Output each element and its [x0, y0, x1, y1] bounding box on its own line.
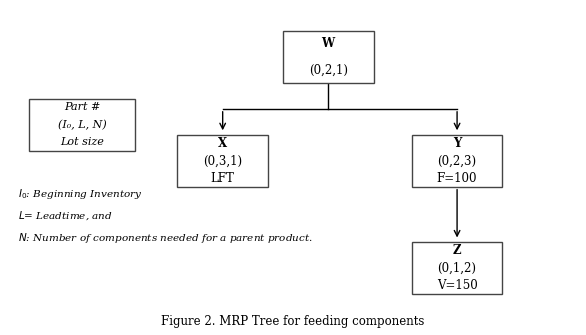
FancyBboxPatch shape: [283, 31, 374, 83]
Text: W: W: [322, 38, 335, 51]
Text: Figure 2. MRP Tree for feeding components: Figure 2. MRP Tree for feeding component…: [161, 315, 425, 328]
Text: $I_0$: Beginning Inventory: $I_0$: Beginning Inventory: [18, 187, 142, 201]
Text: (0,1,2): (0,1,2): [438, 262, 476, 274]
FancyBboxPatch shape: [411, 242, 503, 294]
FancyBboxPatch shape: [29, 99, 135, 151]
Text: Part #: Part #: [64, 103, 100, 113]
Text: $N$: Number of components needed for a parent product.: $N$: Number of components needed for a p…: [18, 231, 312, 245]
Text: V=150: V=150: [437, 279, 478, 292]
FancyBboxPatch shape: [177, 135, 268, 187]
Text: Lot size: Lot size: [60, 137, 104, 147]
Text: F=100: F=100: [437, 172, 478, 185]
Text: (0,2,3): (0,2,3): [438, 154, 476, 167]
Text: (0,3,1): (0,3,1): [203, 154, 242, 167]
Text: LFT: LFT: [211, 172, 234, 185]
Text: X: X: [218, 137, 227, 150]
Text: Z: Z: [453, 244, 461, 257]
Text: (I₀, L, N): (I₀, L, N): [57, 120, 107, 130]
Text: $L$= Leadtime, and: $L$= Leadtime, and: [18, 210, 113, 222]
Text: (0,2,1): (0,2,1): [309, 63, 347, 76]
FancyBboxPatch shape: [411, 135, 503, 187]
Text: Y: Y: [453, 137, 461, 150]
